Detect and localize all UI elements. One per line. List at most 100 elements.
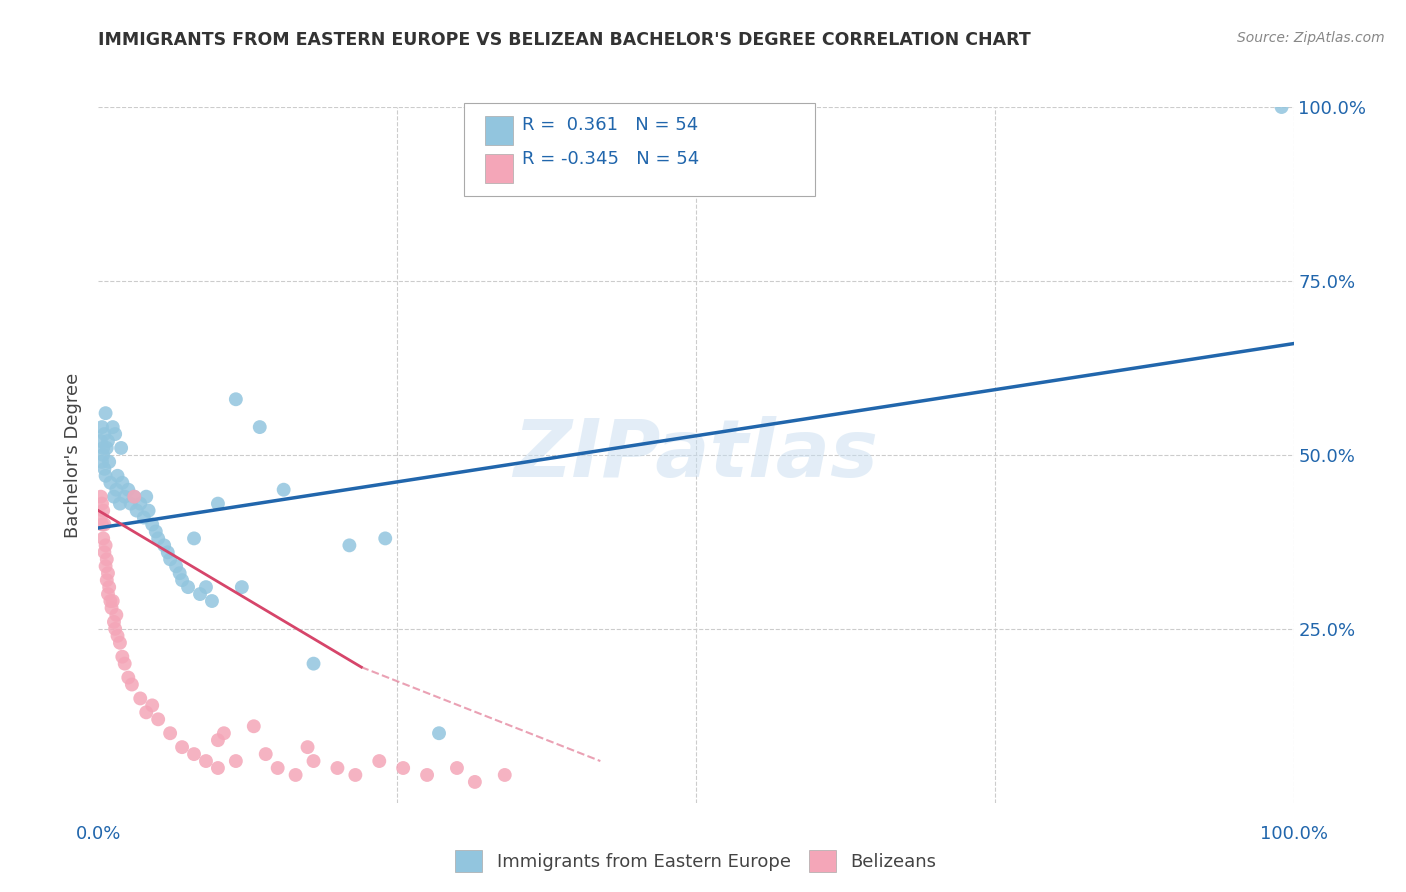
Point — [141, 517, 163, 532]
Point — [297, 740, 319, 755]
Point — [207, 733, 229, 747]
Point — [207, 761, 229, 775]
Point — [90, 434, 112, 448]
Point — [148, 712, 170, 726]
Point — [93, 427, 115, 442]
Point — [156, 545, 179, 559]
Point — [96, 573, 118, 587]
Point — [267, 761, 290, 775]
Point — [105, 607, 128, 622]
Point — [392, 761, 415, 775]
Point — [94, 406, 117, 420]
Point — [165, 559, 187, 574]
Point — [159, 552, 181, 566]
Point — [108, 636, 131, 650]
Point — [145, 524, 167, 539]
Point — [135, 706, 157, 720]
Point — [117, 483, 139, 497]
Point — [148, 532, 170, 546]
Point — [416, 768, 439, 782]
Point — [225, 754, 247, 768]
Point — [169, 566, 191, 581]
Point — [188, 587, 211, 601]
Point — [172, 573, 194, 587]
Point — [105, 483, 128, 497]
Point — [446, 761, 468, 775]
Point — [254, 747, 277, 761]
Point — [101, 420, 124, 434]
Point — [91, 448, 114, 462]
Point — [124, 490, 146, 504]
Point — [91, 503, 114, 517]
Point — [125, 503, 148, 517]
Point — [284, 768, 307, 782]
Point — [201, 594, 224, 608]
Point — [117, 671, 139, 685]
Point — [249, 420, 271, 434]
Point — [104, 427, 127, 442]
Text: IMMIGRANTS FROM EASTERN EUROPE VS BELIZEAN BACHELOR'S DEGREE CORRELATION CHART: IMMIGRANTS FROM EASTERN EUROPE VS BELIZE… — [98, 31, 1031, 49]
Point — [103, 490, 125, 504]
Point — [101, 594, 124, 608]
Point — [344, 768, 367, 782]
Point — [98, 455, 121, 469]
Y-axis label: Bachelor's Degree: Bachelor's Degree — [63, 372, 82, 538]
Point — [326, 761, 349, 775]
Point — [97, 566, 120, 581]
Point — [93, 462, 115, 476]
Point — [107, 629, 129, 643]
Point — [108, 497, 131, 511]
Point — [93, 545, 115, 559]
Point — [94, 538, 117, 552]
Point — [273, 483, 295, 497]
Point — [302, 657, 325, 671]
Point — [110, 441, 132, 455]
Point — [302, 754, 325, 768]
Point — [194, 754, 218, 768]
Point — [91, 420, 114, 434]
Text: R =  0.361   N = 54: R = 0.361 N = 54 — [522, 116, 697, 134]
Point — [427, 726, 450, 740]
Point — [90, 490, 112, 504]
Point — [141, 698, 163, 713]
Point — [93, 517, 115, 532]
Point — [212, 726, 235, 740]
Point — [183, 747, 205, 761]
Point — [138, 503, 160, 517]
Point — [129, 497, 152, 511]
Text: ZIPatlas: ZIPatlas — [513, 416, 879, 494]
Point — [339, 538, 360, 552]
Legend: Immigrants from Eastern Europe, Belizeans: Immigrants from Eastern Europe, Belizean… — [450, 845, 942, 877]
Point — [374, 532, 396, 546]
Point — [98, 475, 122, 490]
Point — [172, 740, 194, 755]
Point — [1271, 100, 1294, 114]
Point — [90, 510, 112, 524]
Point — [94, 559, 117, 574]
Point — [98, 594, 122, 608]
Point — [159, 726, 181, 740]
Point — [97, 434, 120, 448]
Point — [94, 468, 117, 483]
Point — [120, 497, 142, 511]
Point — [177, 580, 200, 594]
Point — [194, 580, 218, 594]
Point — [91, 455, 114, 469]
Point — [91, 517, 114, 532]
Point — [100, 601, 122, 615]
Point — [114, 490, 136, 504]
Point — [111, 649, 134, 664]
Point — [91, 497, 114, 511]
Point — [225, 392, 247, 407]
Point — [368, 754, 391, 768]
Point — [96, 552, 118, 566]
Text: Source: ZipAtlas.com: Source: ZipAtlas.com — [1237, 31, 1385, 45]
Text: 100.0%: 100.0% — [1260, 825, 1327, 843]
Point — [243, 719, 266, 733]
Point — [91, 441, 114, 455]
Point — [464, 775, 486, 789]
Point — [103, 615, 125, 629]
Point — [97, 587, 120, 601]
Point — [494, 768, 516, 782]
Point — [231, 580, 253, 594]
